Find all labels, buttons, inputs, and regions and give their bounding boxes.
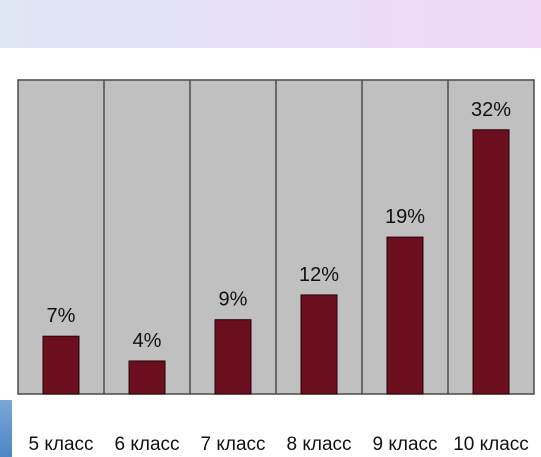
data-label: 12% [299, 264, 339, 286]
category-label: 9 класс [372, 434, 437, 455]
category-label: 7 класс [200, 434, 265, 455]
bar [42, 335, 80, 395]
bar [472, 129, 510, 395]
category-label: 6 класс [114, 434, 179, 455]
bar [300, 294, 338, 395]
bar [128, 360, 166, 395]
category-separators [103, 80, 449, 394]
header-band [0, 0, 541, 48]
data-label: 4% [133, 330, 162, 352]
bars [42, 129, 510, 395]
data-label: 7% [47, 305, 76, 327]
data-label: 9% [219, 289, 248, 311]
data-label: 32% [471, 99, 511, 121]
category-labels: 5 класс 6 класс 7 класс 8 класс 9 класс 10 кл… [28, 434, 528, 455]
bar [214, 319, 252, 395]
category-label: 10 класс [453, 434, 529, 455]
bar [386, 236, 424, 395]
category-label: 5 класс [28, 434, 93, 455]
category-label: 8 класс [286, 434, 351, 455]
slide-accent [0, 400, 12, 457]
value-labels: 7% 4% 9% 12% 19% 32% [47, 99, 512, 352]
data-label: 19% [385, 206, 425, 228]
